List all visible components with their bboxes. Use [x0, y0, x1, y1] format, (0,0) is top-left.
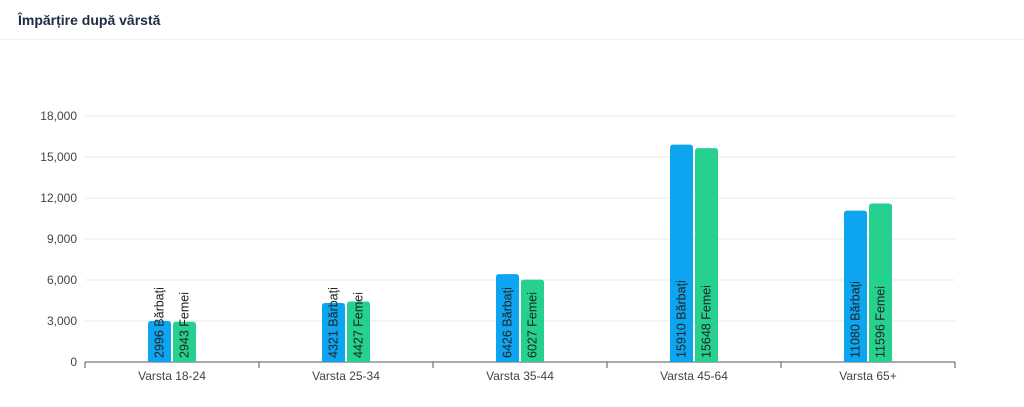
data-label: 2943 Femei: [178, 292, 192, 358]
data-label: 15648 Femei: [700, 285, 714, 358]
x-tick-label: Varsta 45-64: [660, 369, 728, 383]
data-label: 4321 Bărbați: [327, 287, 341, 358]
data-label: 6426 Bărbați: [501, 287, 515, 358]
x-tick-label: Varsta 25-34: [312, 369, 380, 383]
card-header: Împărțire după vârstă: [0, 0, 1024, 40]
y-tick-label: 18,000: [40, 109, 77, 123]
data-label: 4427 Femei: [352, 292, 366, 358]
bar-bărbați: [322, 302, 345, 362]
bar-femei: [695, 148, 718, 362]
y-tick-label: 12,000: [40, 191, 77, 205]
y-tick-label: 6,000: [47, 273, 77, 287]
data-label: 15910 Bărbați: [675, 280, 689, 358]
bar-femei: [347, 301, 370, 362]
data-label: 11596 Femei: [874, 286, 888, 358]
bar-bărbați: [844, 210, 867, 362]
chart-title: Împărțire după vârstă: [18, 11, 161, 28]
x-tick-label: Varsta 35-44: [486, 369, 554, 383]
data-label: 2996 Bărbați: [153, 287, 167, 358]
x-tick-label: Varsta 65+: [839, 369, 896, 383]
bar-bărbați: [148, 321, 171, 362]
bar-femei: [869, 203, 892, 362]
bar-femei: [173, 321, 196, 362]
data-label: 6027 Femei: [526, 292, 540, 358]
x-tick-label: Varsta 18-24: [138, 369, 206, 383]
bar-bărbați: [496, 274, 519, 362]
y-tick-label: 3,000: [47, 314, 77, 328]
bar-bărbați: [670, 144, 693, 362]
bar-femei: [521, 279, 544, 362]
y-tick-label: 0: [70, 355, 77, 369]
y-tick-label: 15,000: [40, 150, 77, 164]
data-label: 11080 Bărbați: [849, 281, 863, 358]
y-tick-label: 9,000: [47, 232, 77, 246]
